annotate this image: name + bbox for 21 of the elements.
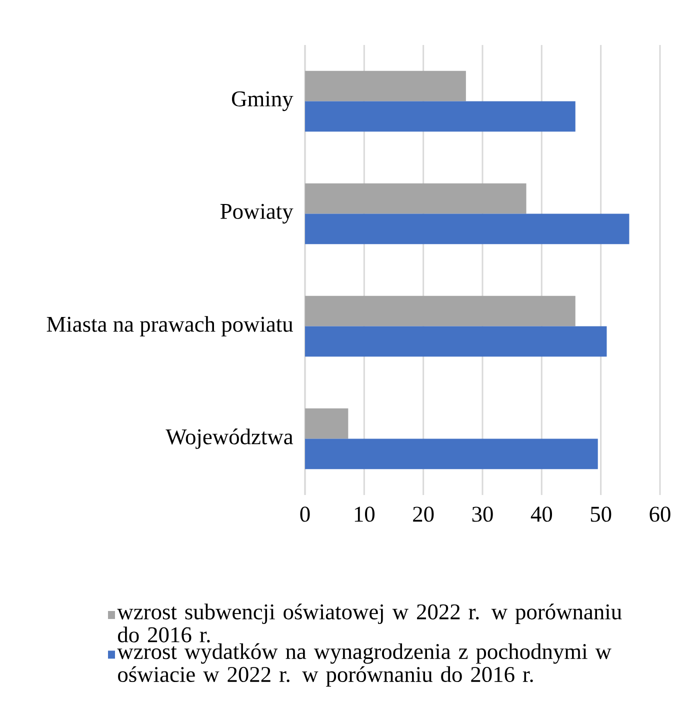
y-tick-label: Województwa — [166, 428, 294, 449]
x-tick-label: 50 — [590, 506, 612, 522]
bar — [305, 70, 466, 102]
bar — [305, 183, 526, 214]
y-tick-label: Gminy — [232, 91, 294, 112]
y-tick-label: Miasta na prawach powiatu — [46, 316, 293, 336]
bar — [305, 214, 630, 244]
x-tick-label: 60 — [650, 506, 670, 522]
x-tick-label: 0 — [300, 506, 310, 522]
bar — [305, 101, 576, 132]
x-tick-label: 40 — [530, 506, 552, 522]
bar — [305, 438, 598, 470]
bar — [305, 408, 348, 439]
legend-label: wzrost subwencji oświatowej w 2022 r. w porównaniu do 2016 r. — [117, 604, 622, 642]
legend-label: wzrost wydatków na wynagrodzenia z pochodnymi w oświacie w 2022 r. w porównaniu do 2016 r. — [117, 643, 612, 687]
y-tick-label: Powiaty — [220, 204, 294, 224]
x-tick-label: 30 — [472, 506, 493, 522]
bar — [305, 296, 576, 326]
bar — [305, 326, 607, 357]
x-tick-label: 20 — [413, 506, 434, 522]
x-tick-label: 10 — [354, 506, 375, 522]
